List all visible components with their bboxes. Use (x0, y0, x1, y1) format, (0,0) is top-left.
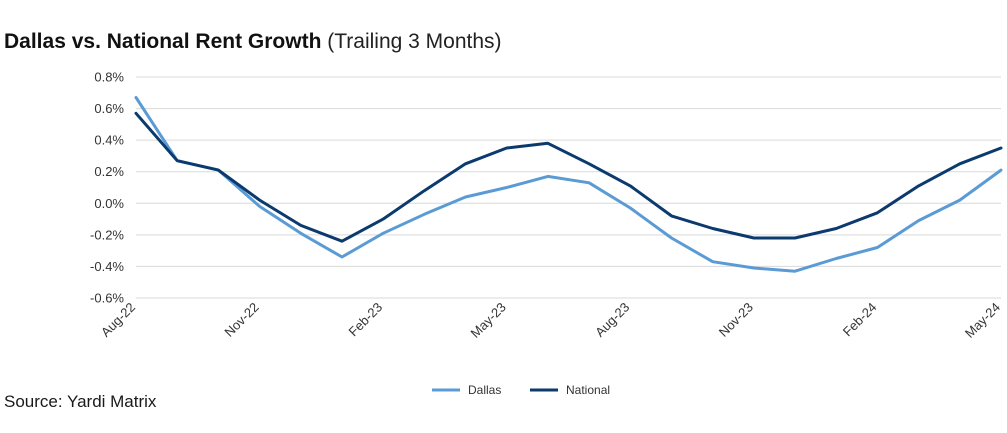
chart-title-subtitle: (Trailing 3 Months) (327, 30, 502, 53)
series-line-dallas (134, 96, 1003, 273)
y-tick-label: 0.6% (94, 101, 124, 116)
x-tick-label: Nov-23 (716, 300, 756, 340)
source-note: Source: Yardi Matrix (4, 392, 157, 411)
y-tick-label: -0.6% (90, 291, 124, 306)
x-tick-label: May-23 (468, 300, 509, 341)
chart-title-main: Dallas vs. National Rent Growth (4, 30, 322, 53)
legend-label-dallas: Dallas (468, 383, 501, 397)
y-tick-label: 0.2% (94, 164, 124, 179)
x-tick-label: Aug-23 (592, 300, 632, 340)
legend-label-national: National (566, 383, 610, 397)
x-tick-label: Aug-22 (98, 300, 138, 340)
y-tick-label: 0.0% (94, 196, 124, 211)
y-tick-label: -0.2% (90, 227, 124, 242)
series-line-national (134, 111, 1003, 243)
series-lines (134, 96, 1003, 273)
x-tick-label: Feb-23 (346, 300, 386, 340)
y-tick-label: 0.8% (94, 70, 124, 85)
chart-title: Dallas vs. National Rent Growth (Trailin… (4, 29, 502, 55)
legend: Dallas National (432, 383, 610, 397)
x-tick-label: Feb-24 (840, 300, 880, 340)
x-axis-tick-labels: Aug-22 Nov-22 Feb-23 May-23 Aug-23 Nov-23 Feb-… (98, 300, 1003, 341)
gridlines (136, 76, 1001, 299)
y-tick-label: 0.4% (94, 133, 124, 148)
x-tick-label: Nov-22 (221, 300, 261, 340)
x-tick-label: May-24 (962, 300, 1003, 341)
y-axis-tick-labels: 0.8% 0.6% 0.4% 0.2% 0.0% -0.2% -0.4% -0.6% (90, 70, 124, 306)
y-tick-label: -0.4% (90, 259, 124, 274)
